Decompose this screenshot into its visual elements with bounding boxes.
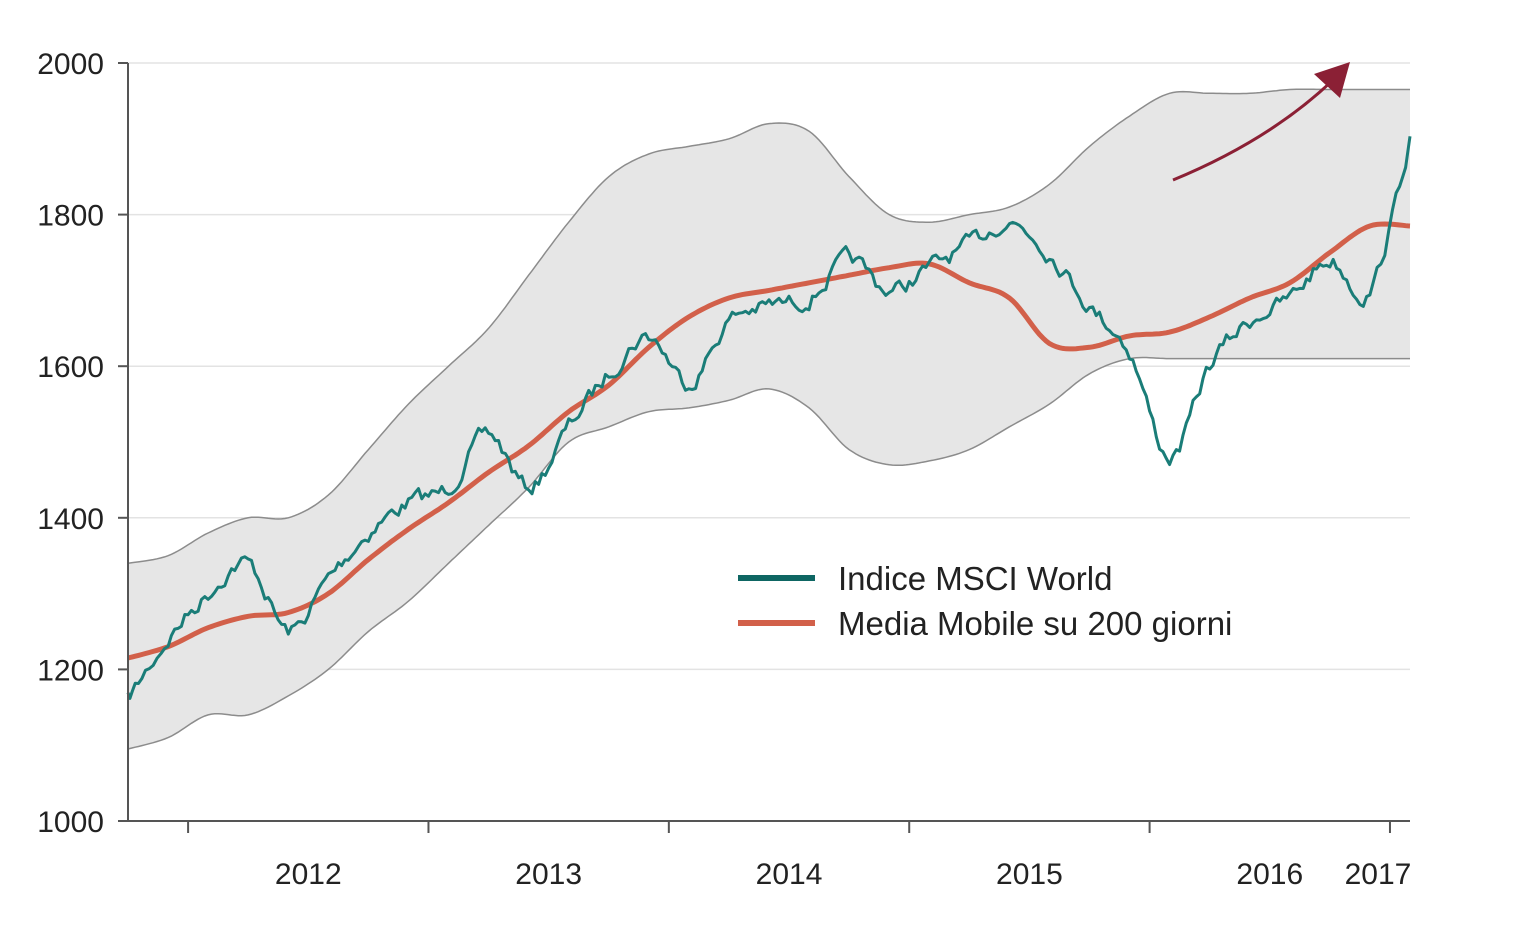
legend-label-moving-average: Media Mobile su 200 giorni bbox=[838, 605, 1232, 642]
trend-arrow-head bbox=[1314, 62, 1350, 98]
trend-arrow bbox=[1172, 62, 1350, 182]
x-axis-ticks: 2012 2013 2014 2015 2016 2017 bbox=[187, 821, 1412, 891]
msci-world-line bbox=[126, 136, 1412, 700]
band-upper-line bbox=[127, 88, 1410, 565]
band-lower-line bbox=[127, 356, 1410, 750]
x-tick-label-2014: 2014 bbox=[756, 858, 823, 891]
axes bbox=[127, 63, 1410, 822]
x-tick-label-2013: 2013 bbox=[515, 858, 582, 891]
x-tick-label-2016: 2016 bbox=[1236, 858, 1303, 891]
y-tick-label-1000: 1000 bbox=[37, 806, 104, 839]
moving-average-line bbox=[127, 221, 1411, 661]
trend-arrow-shaft bbox=[1172, 78, 1335, 182]
x-tick-label-2017: 2017 bbox=[1345, 858, 1412, 891]
x-tick-label-2015: 2015 bbox=[996, 858, 1063, 891]
bollinger-band bbox=[128, 89, 1410, 749]
y-tick-label-1600: 1600 bbox=[37, 351, 104, 384]
x-tick-label-2012: 2012 bbox=[275, 858, 342, 891]
legend: Indice MSCI World Media Mobile su 200 gi… bbox=[738, 560, 1232, 642]
y-tick-label-1800: 1800 bbox=[37, 200, 104, 233]
y-tick-label-1400: 1400 bbox=[37, 503, 104, 536]
y-axis-ticks: 1000 1200 1400 1600 1800 2000 bbox=[37, 48, 128, 839]
y-tick-label-2000: 2000 bbox=[37, 48, 104, 81]
y-tick-label-1200: 1200 bbox=[37, 654, 104, 687]
legend-label-msci-world: Indice MSCI World bbox=[838, 560, 1112, 597]
